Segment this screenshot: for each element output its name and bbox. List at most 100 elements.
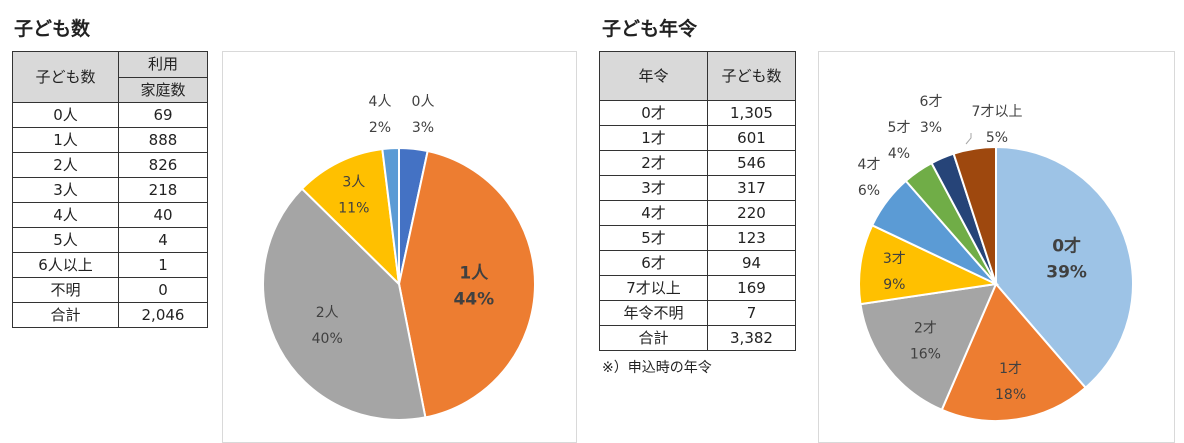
pie-slice (859, 282, 998, 412)
table-cell: 5才 (599, 225, 708, 251)
leader-line (965, 133, 972, 145)
table-header: 利用 (118, 51, 208, 78)
slice-category-label: 6才 (920, 94, 943, 110)
children-age-pie-chart: 0才 39% 1才 18% 2才 16% 3才 9% 4才 6% 5才 4% 6才 3% 7才以上 5% (858, 94, 1134, 422)
pie-slice (261, 187, 427, 421)
table-cell: 6才 (599, 250, 708, 276)
pie-slice (300, 147, 401, 287)
slice-category-label: 1人 (459, 264, 489, 284)
table-cell: 2才 (599, 150, 708, 176)
table-cell: 888 (118, 127, 208, 153)
table-cell: 5人 (12, 227, 119, 253)
table-row: 5才 123 (599, 225, 796, 251)
slice-category-label: 5才 (888, 120, 911, 136)
slice-category-label: 2才 (914, 320, 937, 336)
table-cell: 317 (707, 175, 796, 201)
table-cell: 826 (118, 152, 208, 178)
slice-percent-label: 2% (369, 120, 391, 136)
slice-category-label: 3才 (883, 251, 906, 267)
table-cell: 69 (118, 102, 208, 128)
table-header: 子ども数 (12, 51, 119, 103)
slice-percent-label: 39% (1046, 263, 1087, 283)
table-header: 子ども数 (707, 51, 796, 101)
slice-percent-label: 11% (338, 201, 369, 217)
pie-slice (995, 145, 1134, 390)
slice-percent-label: 3% (412, 120, 434, 136)
table-cell: 4 (118, 227, 208, 253)
table-cell: 220 (707, 200, 796, 226)
table-row: 0人 69 (12, 102, 208, 128)
children-count-pie-chart: 0人 3% 1人 44% 2人 40% 3人 11% 4人 2% (261, 94, 536, 421)
table-cell: 546 (707, 150, 796, 176)
table-row: 不明 0 (12, 277, 208, 303)
children-age-table: 年令 子ども数 0才 1,305 1才 601 2才 546 3才 317 4才 220 5才 123… (599, 51, 796, 351)
pie-slice (858, 223, 1000, 306)
table-cell: 123 (707, 225, 796, 251)
table-cell: 94 (707, 250, 796, 276)
table-row: 1才 601 (599, 125, 796, 151)
table-row: 年令不明 7 (599, 300, 796, 326)
slice-category-label: 0人 (412, 94, 435, 110)
table-row: 0才 1,305 (599, 100, 796, 126)
table-header: 年令 (599, 51, 708, 101)
table-cell: 4才 (599, 200, 708, 226)
table-cell: 2人 (12, 152, 119, 178)
table-cell: 601 (707, 125, 796, 151)
table-row: 3才 317 (599, 175, 796, 201)
slice-percent-label: 3% (920, 120, 942, 136)
slice-category-label: 7才以上 (972, 104, 1023, 120)
table-cell: 3,382 (707, 325, 796, 351)
table-cell: 0人 (12, 102, 119, 128)
table-row: 3人 218 (12, 177, 208, 203)
table-row: 6才 94 (599, 250, 796, 276)
table-cell: 1 (118, 252, 208, 278)
pie-slice (952, 145, 997, 285)
children-count-title: 子ども数 (14, 18, 91, 40)
children-count-chart-panel: 0人 3% 1人 44% 2人 40% 3人 11% 4人 2% (222, 51, 577, 443)
table-cell: 不明 (12, 277, 119, 303)
table-row: 2人 826 (12, 152, 208, 178)
table-row: 2才 546 (599, 150, 796, 176)
table-cell: 218 (118, 177, 208, 203)
slice-category-label: 4人 (369, 94, 392, 110)
pie-slice (381, 146, 400, 285)
pie-slice (397, 149, 536, 419)
slice-percent-label: 5% (986, 130, 1008, 146)
table-cell: 年令不明 (599, 300, 708, 326)
table-header: 家庭数 (118, 76, 208, 103)
slice-percent-label: 9% (883, 277, 905, 293)
slice-category-label: 4才 (858, 157, 881, 173)
children-count-table: 子ども数 利用 家庭数 0人 69 1人 888 2人 826 3人 218 4人 40 5人 4 6人… (12, 51, 208, 328)
table-row: 5人 4 (12, 227, 208, 253)
age-note: ※）申込時の年令 (602, 360, 712, 376)
table-row: 7才以上 169 (599, 275, 796, 301)
table-cell: 40 (118, 202, 208, 228)
table-cell: 6人以上 (12, 252, 119, 278)
slice-percent-label: 44% (453, 290, 494, 310)
slice-category-label: 3人 (342, 175, 365, 191)
slice-category-label: 0才 (1052, 236, 1081, 257)
children-age-title: 子ども年令 (602, 18, 698, 40)
table-cell: 0 (118, 277, 208, 303)
slice-percent-label: 6% (858, 183, 880, 199)
table-cell: 3人 (12, 177, 119, 203)
slice-percent-label: 16% (910, 346, 941, 362)
table-cell: 合計 (599, 325, 708, 351)
table-cell: 169 (707, 275, 796, 301)
table-row: 4人 40 (12, 202, 208, 228)
children-age-chart-panel: 0才 39% 1才 18% 2才 16% 3才 9% 4才 6% 5才 4% 6才 3% 7才以上 5% (818, 51, 1175, 443)
table-cell: 1,305 (707, 100, 796, 126)
table-cell: 1才 (599, 125, 708, 151)
slice-percent-label: 18% (995, 387, 1026, 403)
table-cell: 1人 (12, 127, 119, 153)
table-row: 合計 2,046 (12, 302, 208, 328)
table-row: 1人 888 (12, 127, 208, 153)
table-cell: 7 (707, 300, 796, 326)
table-cell: 0才 (599, 100, 708, 126)
slice-category-label: 2人 (316, 305, 339, 321)
table-cell: 合計 (12, 302, 119, 328)
table-cell: 7才以上 (599, 275, 708, 301)
table-cell: 2,046 (118, 302, 208, 328)
table-cell: 4人 (12, 202, 119, 228)
slice-percent-label: 40% (312, 331, 343, 347)
